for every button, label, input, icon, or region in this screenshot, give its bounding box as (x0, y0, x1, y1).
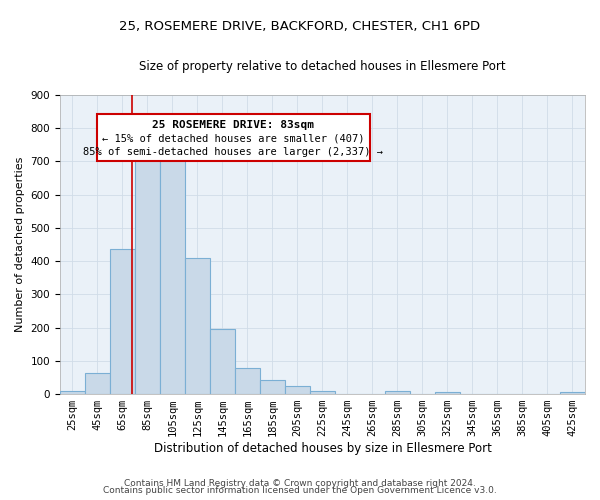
Bar (185, 258, 210, 394)
Text: Contains HM Land Registry data © Crown copyright and database right 2024.: Contains HM Land Registry data © Crown c… (124, 478, 476, 488)
Y-axis label: Number of detached properties: Number of detached properties (15, 157, 25, 332)
Text: Contains public sector information licensed under the Open Government Licence v3: Contains public sector information licen… (103, 486, 497, 495)
Text: 85% of semi-detached houses are larger (2,337) →: 85% of semi-detached houses are larger (… (83, 148, 383, 158)
Bar (435, 392, 460, 394)
Bar (285, 386, 310, 394)
Text: ← 15% of detached houses are smaller (407): ← 15% of detached houses are smaller (40… (102, 134, 364, 143)
Bar (160, 145, 185, 394)
Bar (60, 391, 85, 394)
Bar (560, 392, 585, 394)
Bar (385, 391, 410, 394)
Bar (110, 249, 135, 394)
Bar (310, 391, 335, 394)
Title: Size of property relative to detached houses in Ellesmere Port: Size of property relative to detached ho… (139, 60, 506, 73)
Bar (85, 374, 110, 394)
Bar (260, 380, 285, 394)
Bar (235, 368, 260, 394)
FancyBboxPatch shape (97, 114, 370, 161)
Text: 25 ROSEMERE DRIVE: 83sqm: 25 ROSEMERE DRIVE: 83sqm (152, 120, 314, 130)
X-axis label: Distribution of detached houses by size in Ellesmere Port: Distribution of detached houses by size … (154, 442, 491, 455)
Text: 25, ROSEMERE DRIVE, BACKFORD, CHESTER, CH1 6PD: 25, ROSEMERE DRIVE, BACKFORD, CHESTER, C… (119, 20, 481, 33)
Bar (210, 328, 235, 394)
Bar (135, 144, 160, 394)
